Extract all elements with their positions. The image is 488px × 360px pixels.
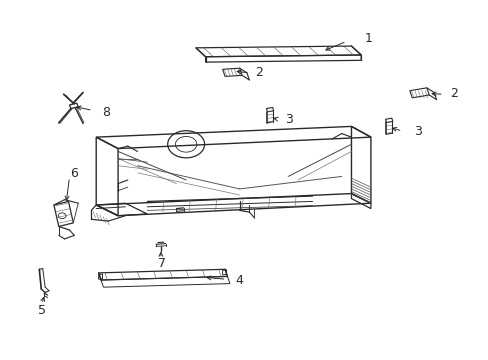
- Text: 2: 2: [449, 87, 458, 100]
- Text: 5: 5: [38, 304, 46, 317]
- Text: 8: 8: [102, 105, 110, 119]
- Text: 4: 4: [235, 274, 243, 287]
- Text: 7: 7: [158, 257, 165, 270]
- Text: 6: 6: [70, 167, 78, 180]
- Text: 2: 2: [255, 66, 263, 79]
- Text: 3: 3: [413, 125, 421, 138]
- Text: 1: 1: [364, 32, 372, 45]
- Text: 3: 3: [285, 113, 293, 126]
